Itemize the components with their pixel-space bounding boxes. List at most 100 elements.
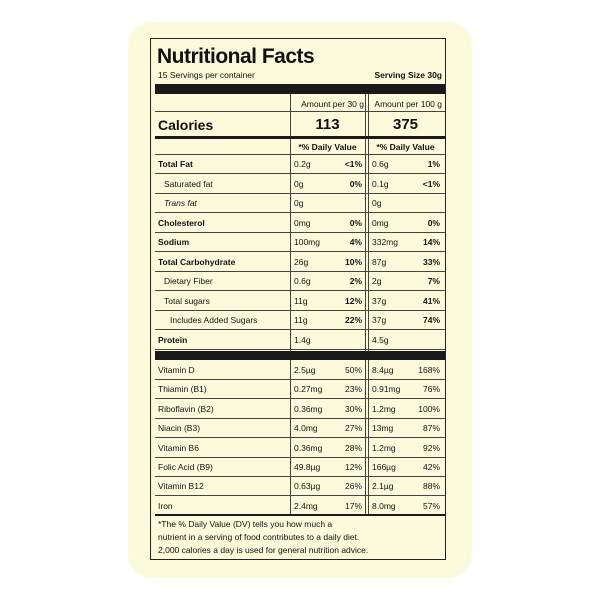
rule: [155, 111, 445, 112]
amount: 0.36mg: [294, 403, 323, 414]
daily-value: 57%: [422, 500, 440, 511]
amount: 49.8µg: [294, 462, 321, 472]
rule: [155, 495, 445, 497]
amount: 11g: [294, 315, 308, 325]
rule-thick: [155, 514, 445, 516]
rule: [155, 379, 445, 380]
daily-value: 33%: [422, 256, 440, 267]
nutrient-name: Dietary Fiber: [164, 276, 213, 286]
rule: [155, 329, 445, 330]
amount: 0g: [294, 178, 304, 189]
thick-bar: [155, 351, 445, 360]
amount: 0mg: [372, 217, 389, 228]
serving-size: Serving Size 30g: [374, 70, 442, 80]
daily-value: 22%: [344, 315, 362, 325]
amount: 2.1µg: [372, 481, 394, 492]
column-header: Amount per 30 g: [301, 99, 364, 109]
daily-value: 0%: [427, 217, 440, 228]
daily-value: 14%: [422, 237, 440, 247]
amount: 37g: [372, 315, 387, 325]
amount: 0g: [372, 198, 382, 208]
daily-value: 92%: [422, 442, 440, 453]
nutrient-name: Total sugars: [164, 295, 210, 306]
rule: [155, 309, 445, 311]
amount: 8.4µg: [372, 365, 394, 375]
nutrient-name: Riboflavin (B2): [158, 403, 214, 414]
daily-value: <1%: [422, 178, 440, 189]
amount: 0.63µg: [294, 481, 321, 492]
amount: 4.5g: [372, 334, 389, 345]
daily-value: 4%: [349, 237, 362, 247]
footnote: 2,000 calories a day is used for general…: [158, 545, 369, 555]
nutrient-name: Total Carbohydrate: [158, 256, 236, 267]
daily-value: 41%: [422, 295, 440, 306]
nutrition-label: [150, 38, 446, 560]
nutrient-name: Total Fat: [158, 159, 193, 169]
amount: 1.4g: [294, 334, 311, 345]
daily-value: 87%: [422, 423, 440, 434]
daily-value: 74%: [422, 315, 440, 325]
rule: [155, 417, 445, 419]
nutrient-name: Cholesterol: [158, 217, 205, 228]
daily-value: 0%: [349, 217, 362, 228]
rule: [155, 476, 445, 477]
rule: [155, 456, 445, 458]
daily-value: 0%: [349, 178, 362, 189]
rule: [155, 270, 445, 272]
rule: [155, 251, 445, 252]
rule: [155, 398, 445, 400]
amount: 8.0mg: [372, 500, 396, 511]
amount: 100mg: [294, 237, 320, 247]
amount: 0.1g: [372, 178, 389, 189]
servings: 15 Servings per container: [158, 70, 255, 80]
daily-value: 12%: [344, 295, 362, 306]
thick-bar: [155, 84, 445, 94]
amount: 2g: [372, 276, 382, 286]
rule: [155, 231, 445, 233]
dv-header: *% Daily Value: [376, 142, 435, 152]
amount: 13mg: [372, 423, 394, 434]
daily-value: 28%: [344, 442, 362, 453]
calories-value: 113: [315, 116, 340, 133]
nutrient-name: Vitamin B6: [158, 442, 199, 453]
nutrient-name: Vitamin B12: [158, 481, 204, 492]
daily-value: 42%: [422, 462, 440, 472]
card: [128, 22, 472, 578]
nutrient-name: Thiamin (B1): [158, 384, 207, 395]
rule: [155, 192, 445, 194]
nutrient-name: Vitamin D: [158, 365, 195, 375]
daily-value: 76%: [422, 384, 440, 395]
daily-value: <1%: [344, 159, 362, 169]
nutrient-name: Iron: [158, 500, 173, 511]
amount: 332mg: [372, 237, 398, 247]
amount: 0.6g: [294, 276, 311, 286]
calories-label: Calories: [158, 117, 214, 133]
col-line: [368, 94, 369, 515]
footnote: nutrient in a serving of food contribute…: [158, 532, 360, 542]
daily-value: 2%: [349, 276, 362, 286]
amount: 37g: [372, 295, 387, 306]
daily-value: 100%: [418, 403, 440, 414]
nutrient-name: Sodium: [158, 237, 190, 247]
amount: 166µg: [372, 462, 396, 472]
daily-value: 88%: [422, 481, 440, 492]
rule-thick: [155, 136, 445, 139]
amount: 1.2mg: [372, 442, 396, 453]
amount: 2.4mg: [294, 500, 318, 511]
nutrient-name: Includes Added Sugars: [170, 315, 258, 325]
amount: 0.6g: [372, 159, 389, 169]
nutrient-name: Trans fat: [164, 198, 197, 208]
footnote: *The % Daily Value (DV) tells you how mu…: [158, 519, 333, 529]
amount: 1.2mg: [372, 403, 396, 414]
amount: 4.0mg: [294, 423, 318, 434]
amount: 26g: [294, 256, 309, 267]
daily-value: 23%: [344, 384, 362, 395]
daily-value: 168%: [418, 365, 440, 375]
amount: 0.27mg: [294, 384, 323, 395]
rule: [155, 212, 445, 213]
rule: [155, 173, 445, 174]
col-line: [365, 94, 366, 515]
calories-value: 375: [392, 116, 419, 133]
column-header: Amount per 100 g: [374, 99, 442, 109]
